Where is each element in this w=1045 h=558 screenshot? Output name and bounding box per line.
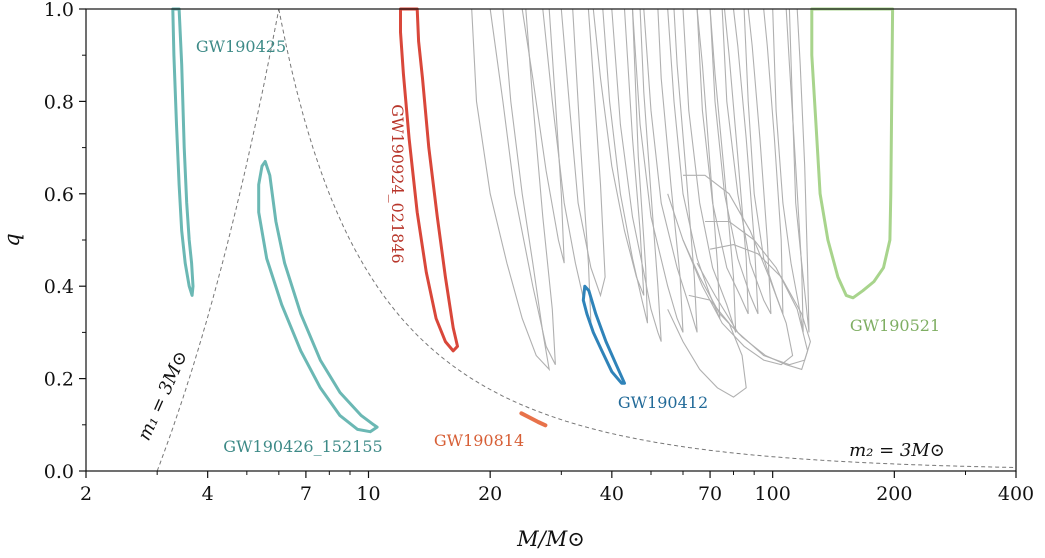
background-event-contour-1 [471,8,551,372]
event-label-gw190521: GW190521 [850,316,940,335]
y-tick-label: 0.4 [44,276,74,298]
background-event-contour-20 [772,8,804,333]
ticks-layer: 2 4 7 10 20 40 70 100 200 400 0.0 0.2 0.4 0.6 0.8 1.0 [44,0,1034,505]
background-event-contour-4 [542,8,592,324]
background-event-contour-2 [489,8,556,365]
event-contour-gw190425 [171,7,195,297]
y-tick-label: 1.0 [44,0,74,21]
x-tick-label: 2 [80,483,92,505]
event-contour-gw190426-152155 [257,160,379,434]
m1-bound-curve [156,8,280,472]
m2-bound-curve [278,8,1016,468]
x-axis-label: M/M⊙ [516,527,585,551]
y-tick-label: 0.8 [44,91,74,113]
background-event-contour-13 [696,8,749,315]
x-tick-label: 7 [300,483,312,505]
background-event-contour-8 [611,8,662,342]
background-event-contour-16 [667,174,794,366]
y-tick-label: 0.0 [44,461,74,483]
background-event-contour-7 [602,8,649,324]
background-event-contour-22 [743,8,784,315]
labels-layer: GW190425 GW190426_152155 GW190924_021846 GW… [134,37,945,461]
event-label-gw190412: GW190412 [618,393,708,412]
x-tick-label: 4 [202,483,214,505]
event-contour-gw190814 [519,411,548,428]
x-tick-label: 70 [698,483,722,505]
x-tick-label: 400 [998,483,1034,505]
background-event-contour-18 [696,244,811,366]
background-event-contour-14 [709,8,759,315]
event-contour-gw190412 [581,284,626,385]
event-label-gw190426-152155: GW190426_152155 [223,437,382,456]
x-tick-label: 200 [876,483,912,505]
background-event-contour-21 [788,8,810,333]
event-label-gw190425: GW190425 [196,37,286,56]
plot-frame [85,8,1017,472]
highlighted-events-layer [171,7,895,434]
y-axis-label: q [0,233,24,246]
mass-bounds-layer [156,8,1016,472]
x-tick-label: 20 [478,483,502,505]
background-events-layer [471,8,811,398]
background-event-contour-17 [682,220,809,371]
x-tick-label: 100 [755,483,791,505]
event-label-gw190814: GW190814 [434,431,524,450]
event-label-gw190924-021846: GW190924_021846 [388,104,407,263]
event-contour-gw190521 [810,7,895,300]
background-event-contour-11 [667,8,721,319]
background-event-contour-5 [560,8,606,298]
background-event-contour-19 [667,294,747,398]
background-event-contour-10 [643,8,698,333]
background-event-contour-9 [631,8,684,333]
background-event-contour-15 [721,8,772,315]
background-event-contour-12 [682,8,737,333]
x-tick-label: 10 [356,483,380,505]
y-tick-label: 0.6 [44,184,74,206]
background-event-contour-6 [592,8,645,296]
event-contour-gw190924-021846 [399,7,459,353]
x-tick-label: 40 [600,483,624,505]
m2-bound-label: m₂ = 3M⊙ [849,440,945,461]
y-tick-label: 0.2 [44,369,74,391]
background-event-contour-3 [521,8,565,264]
